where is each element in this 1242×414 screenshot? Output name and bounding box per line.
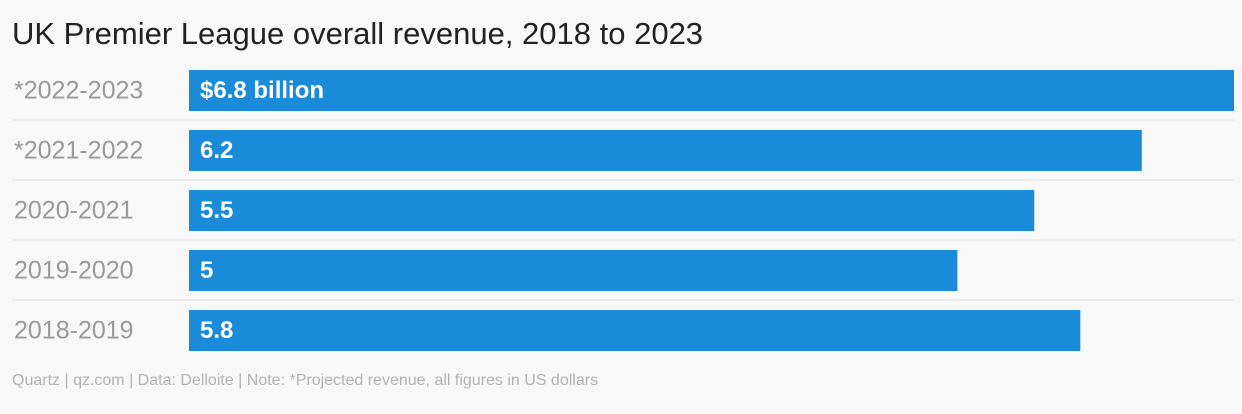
chart-title: UK Premier League overall revenue, 2018 … <box>12 16 704 51</box>
chart-footer: Quartz | qz.com | Data: Delloite | Note:… <box>12 372 599 389</box>
bar-value-label: $6.8 billion <box>200 77 324 104</box>
bar <box>189 190 1035 231</box>
category-label: 2019-2020 <box>14 257 134 285</box>
category-label: *2022-2023 <box>14 77 143 105</box>
bar-value-label: 5.8 <box>200 317 233 344</box>
bar <box>189 130 1142 171</box>
category-label: *2021-2022 <box>14 137 143 165</box>
bar <box>189 250 958 291</box>
category-label: 2018-2019 <box>14 317 134 345</box>
bar <box>189 310 1081 351</box>
bar-value-label: 5.5 <box>200 197 233 224</box>
category-label: 2020-2021 <box>14 197 134 225</box>
bar <box>189 70 1234 111</box>
bar-value-label: 6.2 <box>200 137 233 164</box>
bar-value-label: 5 <box>200 257 213 284</box>
